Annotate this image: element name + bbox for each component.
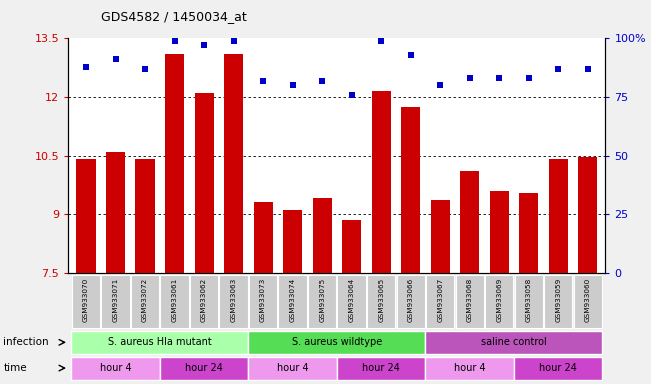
Text: GSM933059: GSM933059	[555, 278, 561, 322]
Text: S. aureus wildtype: S. aureus wildtype	[292, 337, 382, 348]
Point	[140, 66, 150, 72]
Point	[111, 56, 121, 63]
Text: GSM933062: GSM933062	[201, 278, 207, 322]
Point	[494, 75, 505, 81]
Text: saline control: saline control	[481, 337, 547, 348]
Text: GSM933066: GSM933066	[408, 278, 413, 322]
Bar	[131, 275, 159, 328]
Bar	[549, 159, 568, 273]
Bar	[72, 357, 160, 379]
Bar	[106, 152, 125, 273]
Bar	[574, 275, 602, 328]
Bar	[372, 91, 391, 273]
Text: hour 4: hour 4	[454, 363, 486, 373]
Bar	[337, 275, 366, 328]
Bar	[456, 275, 484, 328]
Bar	[514, 275, 543, 328]
Text: time: time	[3, 363, 27, 373]
Text: GSM933070: GSM933070	[83, 278, 89, 322]
Bar	[135, 159, 155, 273]
Text: GSM933074: GSM933074	[290, 278, 296, 322]
Bar	[425, 357, 514, 379]
Bar	[426, 275, 454, 328]
Bar	[253, 202, 273, 273]
Bar	[190, 275, 218, 328]
Text: hour 24: hour 24	[185, 363, 223, 373]
Text: GSM933073: GSM933073	[260, 278, 266, 322]
Bar	[249, 331, 425, 354]
Bar	[72, 275, 100, 328]
Point	[435, 82, 445, 88]
Bar	[160, 275, 189, 328]
Bar	[165, 54, 184, 273]
Point	[258, 78, 268, 84]
Text: GSM933064: GSM933064	[349, 278, 355, 322]
Text: GSM933071: GSM933071	[113, 278, 118, 322]
Point	[317, 78, 327, 84]
Bar	[514, 357, 602, 379]
Text: GDS4582 / 1450034_at: GDS4582 / 1450034_at	[101, 10, 247, 23]
Point	[288, 82, 298, 88]
Bar	[578, 157, 598, 273]
Point	[523, 75, 534, 81]
Bar	[367, 275, 395, 328]
Text: GSM933069: GSM933069	[496, 278, 502, 322]
Text: GSM933072: GSM933072	[142, 278, 148, 322]
Bar	[312, 199, 332, 273]
Bar	[485, 275, 514, 328]
Text: GSM933061: GSM933061	[172, 278, 178, 322]
Bar	[279, 275, 307, 328]
Point	[583, 66, 593, 72]
Point	[229, 38, 239, 44]
Bar	[490, 191, 509, 273]
Bar	[425, 331, 602, 354]
Text: hour 4: hour 4	[100, 363, 132, 373]
Bar	[72, 331, 249, 354]
Bar	[430, 200, 450, 273]
Bar	[401, 107, 421, 273]
Point	[406, 52, 416, 58]
Bar	[249, 275, 277, 328]
Bar	[102, 275, 130, 328]
Bar	[308, 275, 337, 328]
Bar	[342, 220, 361, 273]
Text: S. aureus Hla mutant: S. aureus Hla mutant	[108, 337, 212, 348]
Text: hour 4: hour 4	[277, 363, 309, 373]
Bar	[76, 159, 96, 273]
Text: GSM933060: GSM933060	[585, 278, 590, 322]
Bar	[519, 193, 538, 273]
Point	[81, 63, 91, 70]
Point	[199, 42, 210, 48]
Point	[376, 38, 386, 44]
Bar	[337, 357, 425, 379]
Text: GSM933067: GSM933067	[437, 278, 443, 322]
Bar	[219, 275, 248, 328]
Bar	[195, 93, 214, 273]
Text: infection: infection	[3, 337, 49, 348]
Text: GSM933065: GSM933065	[378, 278, 384, 322]
Bar	[544, 275, 572, 328]
Text: GSM933068: GSM933068	[467, 278, 473, 322]
Bar	[460, 171, 479, 273]
Point	[464, 75, 475, 81]
Text: GSM933063: GSM933063	[230, 278, 236, 322]
Bar	[396, 275, 425, 328]
Bar	[249, 357, 337, 379]
Bar	[160, 357, 249, 379]
Bar	[224, 54, 243, 273]
Bar	[283, 210, 302, 273]
Text: hour 24: hour 24	[539, 363, 577, 373]
Text: hour 24: hour 24	[362, 363, 400, 373]
Text: GSM933058: GSM933058	[526, 278, 532, 322]
Text: GSM933075: GSM933075	[319, 278, 325, 322]
Point	[553, 66, 563, 72]
Point	[346, 91, 357, 98]
Point	[169, 38, 180, 44]
